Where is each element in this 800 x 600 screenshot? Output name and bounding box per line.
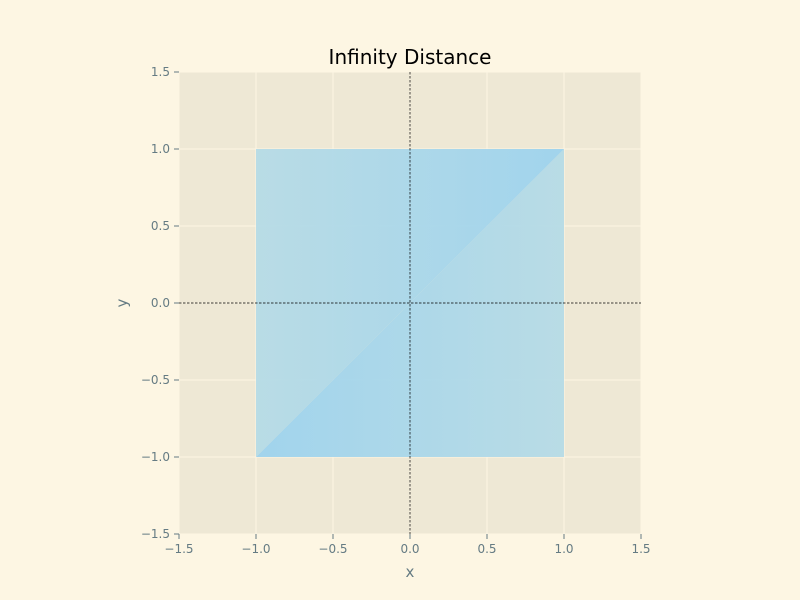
x-tick-label-4: 0.5 [477, 542, 496, 556]
y-tick-label-4: 0.5 [151, 219, 170, 233]
y-tick-label-0: −1.5 [141, 527, 170, 541]
x-tick-label-6: 1.5 [631, 542, 650, 556]
reference-lines [179, 72, 641, 534]
x-tick-label-3: 0.0 [400, 542, 419, 556]
area-series [256, 149, 564, 457]
y-tick-label-1: −1.0 [141, 450, 170, 464]
y-tick-label-6: 1.5 [151, 65, 170, 79]
area-region-1 [256, 149, 564, 457]
ticks: −1.5 −1.0 −0.5 0.0 0.5 1.0 1.5 −1.5 −1.0 −0.5 0.0 0… [141, 65, 651, 556]
y-tick-label-2: −0.5 [141, 373, 170, 387]
x-tick-label-0: −1.5 [164, 542, 193, 556]
x-tick-label-1: −1.0 [241, 542, 270, 556]
x-tick-label-2: −0.5 [318, 542, 347, 556]
y-axis-label: y [113, 298, 131, 307]
y-tick-label-5: 1.0 [151, 142, 170, 156]
x-axis-label: x [406, 563, 415, 581]
x-tick-label-5: 1.0 [554, 542, 573, 556]
y-tick-label-3: 0.0 [151, 296, 170, 310]
chart-title: Infinity Distance [329, 45, 492, 69]
